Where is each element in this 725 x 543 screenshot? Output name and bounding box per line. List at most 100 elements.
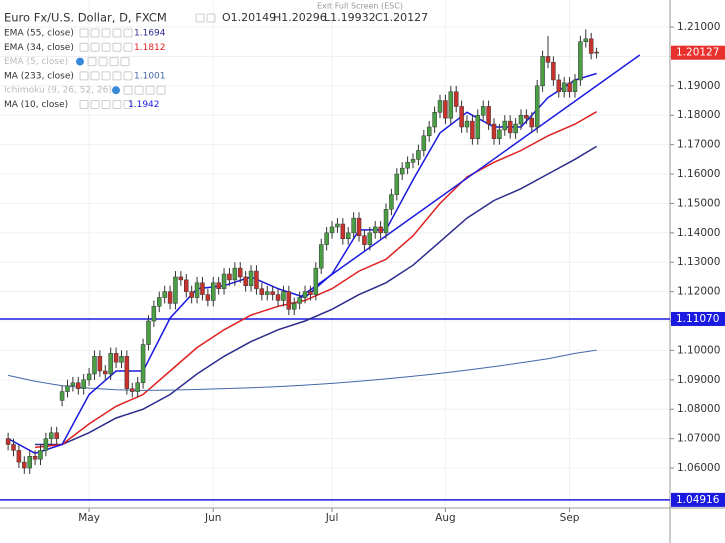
legend-icon — [156, 85, 166, 95]
candle-body — [313, 267, 319, 295]
legend-value: 1.1694 — [134, 29, 166, 39]
candle-body — [507, 120, 513, 134]
moving-average-line — [7, 349, 597, 391]
legend-icon — [101, 42, 111, 52]
candle-body — [551, 62, 556, 81]
y-tick-label: 1.06000 — [677, 462, 720, 474]
candle-body — [43, 438, 49, 451]
candle-body — [572, 79, 578, 92]
candle-body — [65, 385, 70, 392]
candle-body — [59, 391, 65, 401]
candle-body — [437, 100, 443, 113]
candle-body — [318, 244, 324, 269]
candle-body — [540, 56, 545, 87]
candle-body — [518, 114, 524, 125]
x-tick-label: Jul — [325, 512, 339, 524]
candle-body — [124, 356, 130, 389]
candle-body — [335, 223, 340, 228]
candle-body — [227, 273, 232, 281]
legend-icon — [123, 85, 133, 95]
price-badge-label: 1.04916 — [676, 494, 720, 506]
legend-icon — [123, 42, 133, 52]
candle-body — [237, 267, 243, 278]
legend-icon — [112, 28, 122, 38]
candle-body — [464, 120, 470, 128]
candle-body — [432, 112, 437, 128]
exit-fullscreen[interactable]: Exit Full Screen (ESC) — [317, 2, 403, 11]
ohlc-label: C1.20127 — [375, 11, 428, 24]
legend-icon — [79, 71, 89, 81]
candle-body — [173, 276, 178, 304]
candle-body — [216, 282, 221, 289]
y-tick-label: 1.13000 — [677, 256, 720, 268]
y-tick-label: 1.12000 — [677, 286, 720, 298]
y-tick-label: 1.16000 — [677, 168, 720, 180]
candle-body — [340, 223, 346, 239]
legend-icon — [79, 28, 89, 38]
last-price-label: 1.20127 — [676, 47, 719, 59]
legend-name: EMA (5, close) — [4, 57, 68, 67]
candle-body — [345, 232, 351, 239]
candle-body — [486, 106, 491, 125]
price-badge — [671, 311, 725, 326]
legend-icon — [101, 71, 111, 81]
candle-body — [453, 91, 459, 107]
candle-body — [578, 41, 583, 81]
legend-icon — [90, 100, 100, 109]
legend-icon — [120, 57, 130, 67]
candle-body — [410, 159, 416, 163]
legend-icon — [145, 85, 155, 95]
legend-icon — [87, 57, 97, 67]
candle-body — [513, 123, 518, 134]
candle-body — [211, 282, 216, 301]
candle-body — [383, 209, 389, 234]
candle-body — [178, 276, 184, 281]
candle-body — [475, 114, 481, 140]
legend-icon — [90, 42, 100, 52]
legend-value: 1.1942 — [128, 100, 160, 110]
candle-body — [389, 194, 394, 210]
legend-icon — [112, 86, 120, 95]
y-tick-label: 1.21000 — [677, 21, 720, 33]
candle-body — [351, 217, 356, 234]
candle-body — [443, 100, 448, 119]
legend-icon — [112, 100, 122, 109]
candle-body — [189, 291, 194, 298]
y-tick-label: 1.15000 — [677, 197, 720, 209]
chart-title: Euro Fx/U.S. Dollar, D, FXCM — [4, 11, 167, 25]
candle-body — [232, 267, 238, 281]
candle-body — [545, 56, 551, 63]
legend-icon — [112, 71, 122, 81]
candle-body — [270, 291, 275, 295]
candle-body — [140, 344, 146, 384]
candle-body — [583, 38, 589, 42]
moving-average-line — [35, 111, 597, 449]
legend-icon — [123, 28, 133, 38]
candle-body — [372, 226, 378, 234]
price-badge — [671, 492, 725, 507]
candle-body — [76, 382, 81, 389]
candle-body — [194, 282, 200, 298]
candle-body — [308, 291, 313, 295]
moving-average-line — [35, 145, 597, 446]
candle-body — [108, 353, 113, 375]
legend-icon — [101, 28, 111, 38]
x-tick-label: May — [78, 512, 100, 524]
legend-name: EMA (34, close) — [4, 43, 74, 53]
candle-body — [524, 114, 529, 119]
legend-name: Ichimoku (9, 26, 52, 26) — [4, 86, 112, 96]
candle-body — [421, 135, 427, 151]
candle-body — [426, 126, 432, 137]
legend-icon — [112, 42, 122, 52]
candle-body — [556, 79, 562, 92]
candle-body — [567, 82, 572, 92]
y-tick-label: 1.09000 — [677, 374, 720, 386]
candle-body — [405, 162, 410, 169]
candle-body — [103, 370, 108, 375]
legend-icon — [206, 13, 216, 23]
x-tick-label: Aug — [435, 512, 456, 524]
legend-value: 1.1001 — [134, 71, 166, 81]
legend-icon — [90, 28, 100, 38]
candle-body — [113, 353, 119, 363]
